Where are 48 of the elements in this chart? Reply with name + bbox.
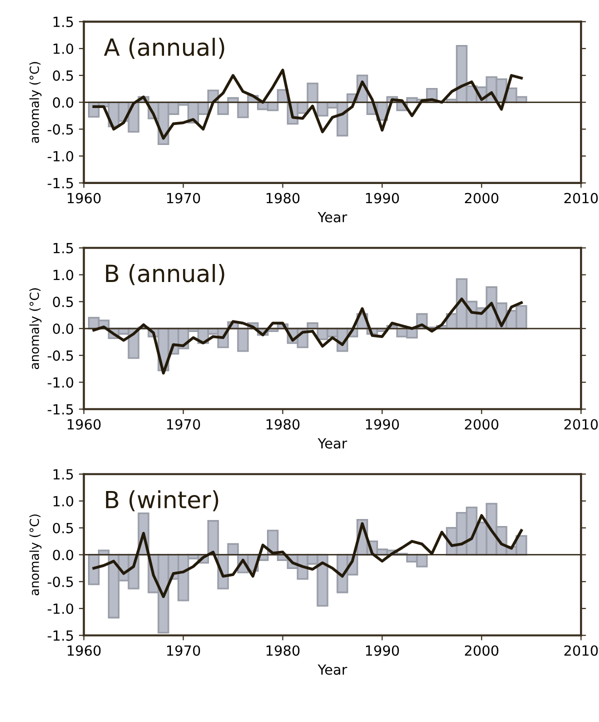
x-tick-label: 1970 (167, 419, 200, 430)
y-tick-label: 0.0 (52, 550, 74, 560)
y-tick-label: 0.5 (52, 522, 73, 534)
x-tick-label: 1980 (266, 645, 300, 656)
x-tick-label: 1960 (68, 192, 101, 204)
y-tick-label: -1.5 (48, 178, 73, 188)
y-tick-label: 1.5 (54, 16, 73, 28)
y-tick-label: -1.0 (48, 377, 74, 388)
y-tick-label: -1.0 (48, 603, 74, 614)
y-axis-title: anomaly (°C) (29, 62, 42, 143)
x-tick-label: 1970 (167, 192, 200, 204)
x-tick-label: 1990 (366, 192, 399, 204)
text: A (annual) (104, 38, 224, 59)
x-tick-label: 2010 (564, 192, 598, 204)
x-axis-title: Year (318, 664, 348, 675)
y-tick-label: -0.5 (48, 350, 73, 361)
y-tick-label: 1.0 (54, 270, 74, 280)
y-tick-label: 1.5 (54, 243, 73, 254)
y-tick-label: -0.5 (48, 124, 73, 135)
x-tick-label: 1980 (266, 419, 300, 430)
text: B (winter) (106, 490, 218, 512)
y-tick-label: 1.5 (54, 469, 73, 480)
y-tick-label: 0.5 (52, 296, 73, 308)
x-tick-label: 2010 (564, 645, 598, 656)
y-tick-label: -1.5 (48, 630, 73, 641)
y-tick-label: 0.0 (52, 97, 74, 108)
y-axis-title: anomaly (°C) (29, 288, 42, 370)
x-tick-label: 1970 (167, 645, 200, 656)
y-tick-label: 0.5 (52, 70, 73, 81)
y-tick-label: 1.0 (54, 44, 74, 54)
y-tick-label: -0.5 (48, 576, 73, 588)
x-axis-title: Year (318, 212, 348, 222)
x-tick-label: 1960 (68, 645, 101, 656)
y-tick-label: -1.5 (48, 404, 73, 415)
y-tick-label: 0.0 (52, 323, 74, 334)
x-tick-label: 1960 (68, 419, 101, 430)
x-tick-label: 2000 (464, 419, 498, 430)
y-tick-label: -1.0 (48, 151, 74, 162)
x-tick-label: 2000 (464, 192, 498, 204)
x-tick-label: 2000 (464, 645, 498, 656)
x-tick-label: 1990 (366, 419, 399, 430)
x-axis-title: Year (318, 438, 348, 449)
x-tick-label: 2010 (564, 419, 598, 430)
y-axis-title: anomaly (°C) (29, 514, 42, 596)
text: B (annual) (106, 264, 224, 286)
x-tick-label: 1980 (266, 192, 300, 204)
y-tick-label: 1.0 (54, 496, 74, 506)
x-tick-label: 1990 (366, 645, 399, 656)
